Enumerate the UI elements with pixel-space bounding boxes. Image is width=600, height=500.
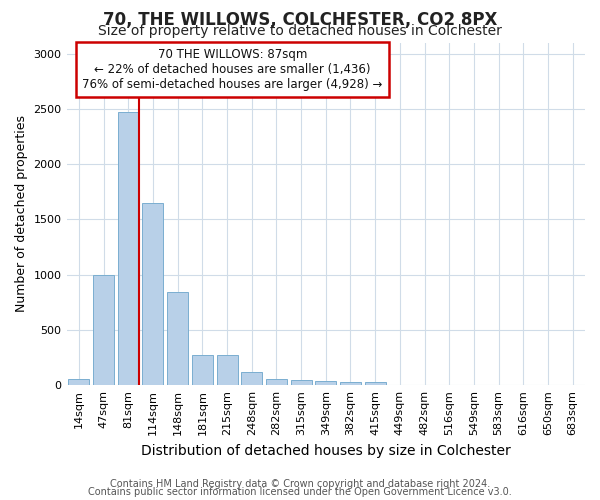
Bar bbox=[192, 355, 213, 385]
Bar bbox=[365, 382, 386, 385]
Bar bbox=[241, 372, 262, 385]
Bar bbox=[93, 274, 114, 385]
Bar bbox=[290, 380, 311, 385]
Bar bbox=[68, 379, 89, 385]
Bar bbox=[118, 112, 139, 385]
Y-axis label: Number of detached properties: Number of detached properties bbox=[15, 116, 28, 312]
Bar bbox=[266, 379, 287, 385]
Text: Contains public sector information licensed under the Open Government Licence v3: Contains public sector information licen… bbox=[88, 487, 512, 497]
Bar bbox=[340, 382, 361, 385]
X-axis label: Distribution of detached houses by size in Colchester: Distribution of detached houses by size … bbox=[141, 444, 511, 458]
Bar bbox=[315, 381, 336, 385]
Text: 70, THE WILLOWS, COLCHESTER, CO2 8PX: 70, THE WILLOWS, COLCHESTER, CO2 8PX bbox=[103, 11, 497, 29]
Text: Size of property relative to detached houses in Colchester: Size of property relative to detached ho… bbox=[98, 24, 502, 38]
Bar bbox=[167, 292, 188, 385]
Text: 70 THE WILLOWS: 87sqm
← 22% of detached houses are smaller (1,436)
76% of semi-d: 70 THE WILLOWS: 87sqm ← 22% of detached … bbox=[82, 48, 383, 90]
Bar bbox=[142, 203, 163, 385]
Text: Contains HM Land Registry data © Crown copyright and database right 2024.: Contains HM Land Registry data © Crown c… bbox=[110, 479, 490, 489]
Bar bbox=[217, 355, 238, 385]
